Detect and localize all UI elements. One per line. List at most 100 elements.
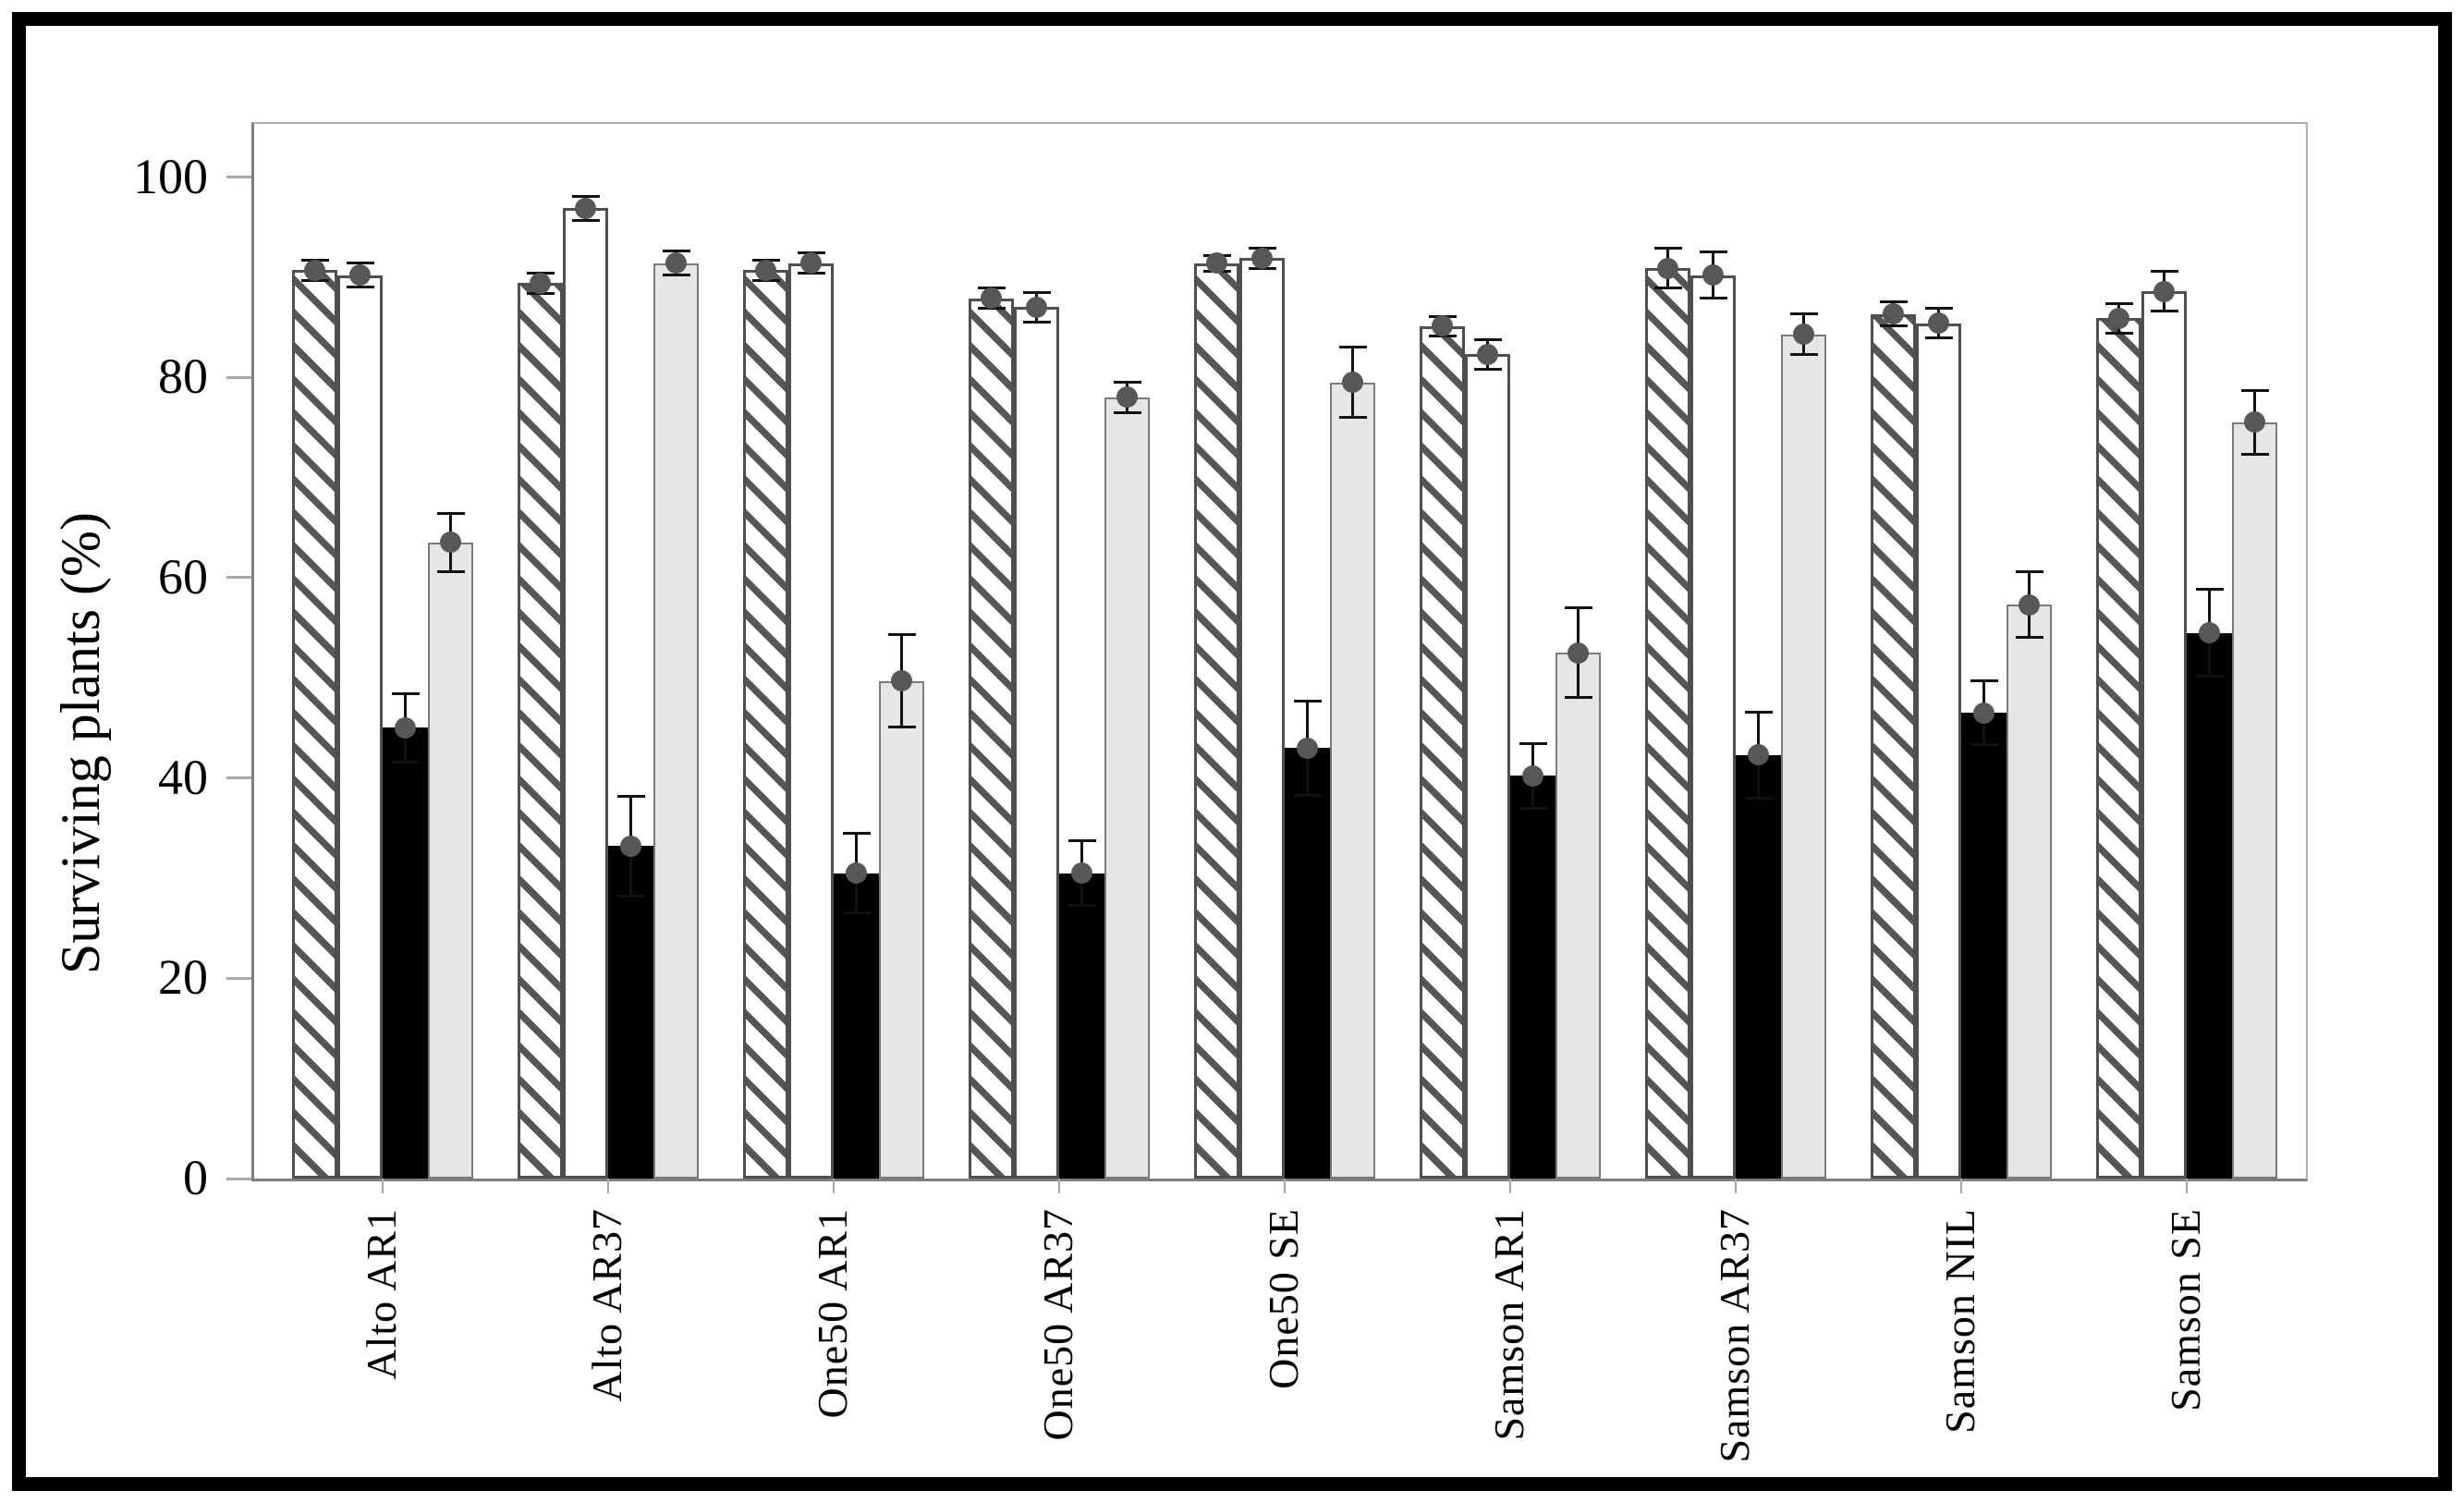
error-bar-cap-top: [2195, 588, 2224, 592]
error-bar-cap-top: [571, 194, 600, 198]
mean-marker: [891, 670, 912, 691]
bar-hatched-samson-se: [2096, 318, 2141, 1179]
error-bar-cap-top: [1653, 246, 1682, 250]
mean-marker: [2108, 307, 2129, 329]
y-tick: [226, 176, 251, 178]
bar-white-samson-se: [2141, 291, 2187, 1179]
error-bar-cap-bottom: [1067, 903, 1096, 907]
bar-white-one50-ar37: [1014, 307, 1059, 1179]
bar-black-samson-ar37: [1736, 754, 1781, 1179]
mean-marker: [846, 862, 867, 885]
error-bar-cap-bottom: [1744, 796, 1773, 800]
bar-light-gray-samson-ar37: [1781, 334, 1826, 1179]
y-tick: [226, 576, 251, 580]
mean-marker: [349, 264, 371, 287]
error-bar-cap-top: [1789, 312, 1818, 316]
error-bar-cap-bottom: [571, 218, 600, 222]
error-bar-cap-top: [1113, 381, 1141, 385]
error-bar-cap-top: [2104, 301, 2133, 305]
error-bar-cap-top: [2150, 269, 2178, 273]
error-bar-cap-bottom: [1699, 297, 1727, 300]
error-bar-cap-top: [346, 262, 374, 265]
mean-marker: [440, 532, 461, 554]
error-bar-cap-bottom: [1653, 287, 1682, 290]
x-tick: [1284, 1179, 1286, 1193]
mean-marker: [304, 259, 325, 281]
error-bar-cap-bottom: [346, 286, 374, 289]
mean-marker: [1522, 764, 1543, 787]
x-category-label: One50 SE: [1260, 1208, 1307, 1389]
mean-marker: [800, 252, 822, 275]
error-bar-cap-top: [391, 692, 420, 696]
bar-black-alto-ar37: [608, 846, 653, 1179]
y-tick: [226, 976, 251, 980]
x-tick: [1735, 1179, 1737, 1193]
mean-marker: [1342, 372, 1363, 394]
bar-black-samson-nil: [1961, 713, 2007, 1179]
y-tick-label: 80: [158, 348, 208, 405]
mean-marker: [1297, 737, 1318, 759]
error-bar-cap-top: [616, 794, 645, 798]
bar-black-one50-ar1: [834, 873, 879, 1179]
mean-marker: [1928, 312, 1949, 335]
bar-light-gray-samson-nil: [2007, 605, 2052, 1179]
mean-marker: [1026, 296, 1047, 318]
y-tick-label: 0: [183, 1150, 208, 1205]
bar-white-alto-ar37: [563, 208, 608, 1179]
error-bar-cap-bottom: [1293, 793, 1322, 797]
bar-black-alto-ar1: [383, 727, 428, 1179]
mean-marker: [395, 716, 416, 739]
error-bar-cap-top: [2240, 388, 2269, 392]
bar-light-gray-samson-se: [2232, 422, 2277, 1179]
mean-marker: [620, 835, 641, 857]
mean-marker: [2199, 621, 2220, 643]
bar-black-one50-ar37: [1059, 873, 1104, 1179]
bar-black-samson-se: [2187, 632, 2232, 1179]
error-bar-cap-bottom: [662, 274, 690, 277]
bar-hatched-samson-nil: [1871, 313, 1916, 1179]
bar-light-gray-alto-ar1: [428, 542, 473, 1179]
y-tick: [226, 375, 251, 379]
mean-marker: [1657, 257, 1678, 279]
mean-marker: [575, 197, 596, 219]
x-tick: [1509, 1179, 1511, 1193]
x-tick: [1960, 1179, 1962, 1193]
x-category-label: Samson NIL: [1936, 1208, 1983, 1434]
x-tick: [833, 1179, 835, 1193]
mean-marker: [1973, 702, 1994, 724]
plot-area: Surviving plants (%) 0 20 40 60 80 100 Alto AR…: [50, 122, 2308, 1463]
error-bar-cap-bottom: [436, 569, 465, 573]
error-bar-cap-bottom: [2104, 332, 2133, 336]
mean-marker: [1432, 315, 1453, 337]
error-bar-cap-top: [1022, 290, 1051, 294]
mean-marker: [1477, 343, 1498, 365]
error-bar-cap-bottom: [2015, 636, 2043, 640]
x-category-label: Samson AR37: [1711, 1208, 1758, 1463]
bar-white-samson-nil: [1916, 323, 1961, 1179]
error-bar-cap-top: [2015, 569, 2043, 573]
error-bar-cap-top: [436, 512, 465, 516]
mean-marker: [1702, 264, 1724, 287]
mean-marker: [665, 252, 687, 275]
mean-marker: [1567, 642, 1589, 664]
mean-marker: [2019, 593, 2040, 616]
mean-marker: [2153, 280, 2175, 302]
y-tick: [226, 1177, 251, 1180]
error-bar-cap-bottom: [2240, 453, 2269, 457]
mean-marker: [1251, 247, 1273, 269]
x-tick: [382, 1179, 384, 1193]
mean-marker: [2244, 411, 2265, 434]
bar-hatched-samson-ar37: [1645, 268, 1690, 1179]
error-bar-cap-top: [842, 831, 871, 835]
bar-light-gray-one50-ar1: [879, 680, 924, 1179]
error-bar-cap-bottom: [1113, 410, 1141, 414]
error-bar-cap-bottom: [1519, 806, 1547, 810]
error-bar-cap-bottom: [1924, 336, 1953, 340]
error-bar-cap-bottom: [616, 894, 645, 898]
error-bar-cap-bottom: [1879, 324, 1908, 328]
error-bar-cap-top: [1473, 337, 1502, 341]
error-bar-cap-bottom: [1970, 743, 1998, 747]
y-tick: [226, 776, 251, 780]
error-bar-cap-bottom: [391, 760, 420, 764]
x-category-label: Samson AR1: [1485, 1208, 1532, 1441]
